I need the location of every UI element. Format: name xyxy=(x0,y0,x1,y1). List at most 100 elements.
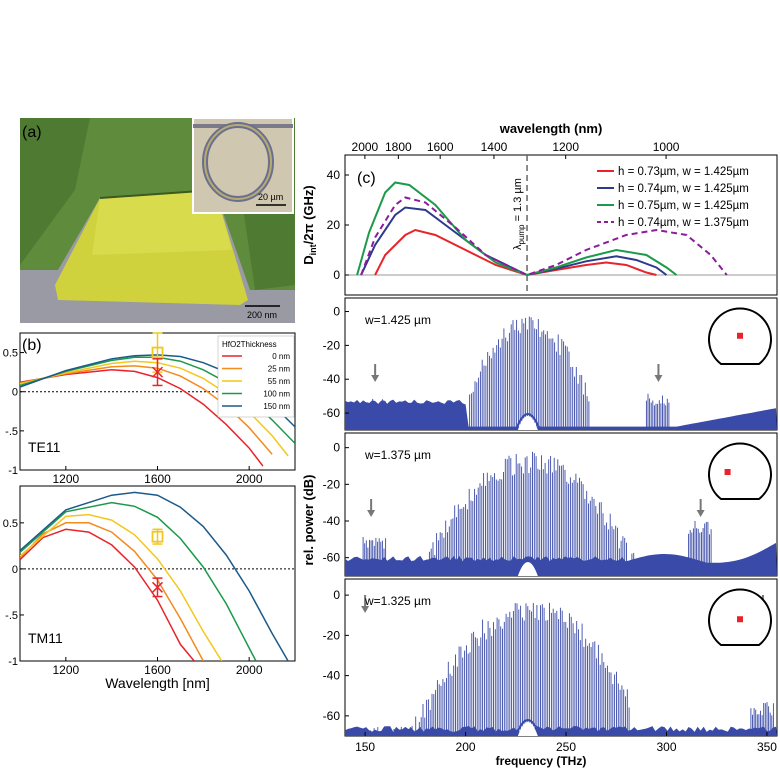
legend-label: h = 0.75µm, w = 1.425µm xyxy=(618,200,749,212)
top-tick-label: 2000 xyxy=(352,140,379,154)
shared-y-axis-label: rel. power (dB) xyxy=(301,474,316,565)
waveguide-outline xyxy=(708,442,772,500)
y-tick-label: 0 xyxy=(333,268,340,282)
panel-annotation: TM11 xyxy=(28,630,63,646)
y-tick-label: -20 xyxy=(323,628,341,642)
x-tick-label: 1200 xyxy=(52,663,79,677)
x-tick-label: 1600 xyxy=(144,663,171,677)
panel-c-label: (c) xyxy=(357,170,376,187)
spectrum-annotation: w=1.375 µm xyxy=(364,448,431,462)
ring-inset: 20 µm xyxy=(192,117,294,214)
pump-notch xyxy=(517,722,538,736)
panel-b-label: (b) xyxy=(22,337,42,354)
x-tick-label: 1600 xyxy=(144,472,171,486)
legend-title: HfO2Thickness xyxy=(222,340,277,349)
spectrum-annotation: w=1.325 µm xyxy=(364,594,431,608)
series-group xyxy=(20,491,289,661)
y-tick-label: -60 xyxy=(323,406,341,420)
y-tick-label: 0.5 xyxy=(3,348,18,360)
series-line xyxy=(20,360,289,457)
y-tick-label: -20 xyxy=(323,338,341,352)
legend: h = 0.73µm, w = 1.425µm h = 0.74µm, w = 1… xyxy=(597,166,749,229)
cross-section-inset xyxy=(708,442,772,500)
plot-frame xyxy=(344,154,778,296)
pump-notch-edge xyxy=(514,559,541,576)
panel-a-sem-image: (a) 200 nm 20 µm xyxy=(20,117,295,323)
mode-marker xyxy=(737,332,743,339)
series-group xyxy=(356,181,728,277)
plot-frame xyxy=(344,578,778,737)
legend-label: h = 0.73µm, w = 1.425µm xyxy=(618,166,749,178)
legend-label: 55 nm xyxy=(268,377,291,386)
series-line xyxy=(20,528,195,661)
y-tick-label: 0 xyxy=(333,441,340,455)
data-marker xyxy=(151,530,164,543)
mode-marker xyxy=(724,469,731,475)
y-tick-label: 0 xyxy=(333,305,340,319)
y-tick-label: -40 xyxy=(323,514,341,528)
x-tick-label: 200 xyxy=(456,740,476,754)
noise-floor xyxy=(345,726,777,736)
y-tick-label: -1 xyxy=(8,656,18,668)
series-line xyxy=(356,181,678,277)
y-tick-label: 0.5 xyxy=(3,518,18,530)
pump-notch-edge xyxy=(514,719,541,736)
x-tick-label: 150 xyxy=(355,740,375,754)
legend-label: 0 nm xyxy=(272,352,290,361)
data-marker xyxy=(151,346,164,359)
chart-c_spec3: 0 -20 -40 -60 w=1.325 µm 150 200 250 300 350 frequ… xyxy=(323,578,778,768)
spectrum xyxy=(345,451,777,576)
x-tick-label: 2000 xyxy=(236,472,263,486)
top-tick-label: 1400 xyxy=(481,140,508,154)
x-tick-label: 250 xyxy=(556,740,576,754)
legend: HfO2Thickness 0 nm 25 nm 55 nm 100 nm 150 nm xyxy=(217,335,295,418)
y-tick-label: 20 xyxy=(327,218,341,232)
y-tick-label: -20 xyxy=(323,477,341,491)
series-line xyxy=(360,196,728,277)
x-axis-label: Wavelength [nm] xyxy=(105,675,210,691)
pump-notch-edge xyxy=(514,413,541,430)
arrow-head xyxy=(371,375,380,382)
series-group xyxy=(20,354,295,467)
legend-label: h = 0.74µm, w = 1.425µm xyxy=(618,183,749,195)
x-axis-label: frequency (THz) xyxy=(496,754,587,768)
pump-notch xyxy=(517,416,538,430)
plot-frame xyxy=(19,485,296,662)
spectrum-annotation: w=1.425 µm xyxy=(364,313,431,327)
legend-label: 25 nm xyxy=(268,365,291,374)
y-tick-label: -.5 xyxy=(5,610,18,622)
series-line xyxy=(20,501,257,661)
y-tick-label: -1 xyxy=(8,465,18,477)
top-tick-label: 1600 xyxy=(427,140,454,154)
legend-box xyxy=(217,335,295,418)
x-tick-label: 350 xyxy=(757,740,777,754)
arrow-head xyxy=(367,510,376,517)
y-tick-label: 0 xyxy=(12,564,18,576)
y-tick-label: -60 xyxy=(323,551,341,565)
spectrum xyxy=(345,316,777,430)
chart-c_spec2: 0 -20 -40 -60 w=1.375 µm xyxy=(323,432,778,577)
data-marker xyxy=(151,581,164,593)
chart-c_spec1: 0 -20 -40 -60 w=1.425 µm xyxy=(323,297,778,431)
main-scale-text: 200 nm xyxy=(247,310,277,320)
x-tick-label: 2000 xyxy=(236,663,263,677)
y-tick-label: 0 xyxy=(12,387,18,399)
mode-marker xyxy=(737,616,743,623)
arrow-head xyxy=(654,375,663,382)
pump-notch xyxy=(517,562,538,576)
panel-a-label: (a) xyxy=(22,124,42,141)
series-line xyxy=(20,513,223,661)
x-tick-label: 300 xyxy=(656,740,676,754)
data-marker xyxy=(151,366,164,378)
top-tick-label: 1200 xyxy=(552,140,579,154)
y-tick-label: -40 xyxy=(323,372,341,386)
arrow-head xyxy=(696,510,705,517)
y-tick-label: -40 xyxy=(323,669,341,683)
top-axis-label: wavelength (nm) xyxy=(499,121,603,136)
y-tick-label: 0 xyxy=(333,588,340,602)
y-tick-label: -.5 xyxy=(5,426,18,438)
legend-label: 100 nm xyxy=(263,390,290,399)
legend-label: 150 nm xyxy=(263,402,290,411)
